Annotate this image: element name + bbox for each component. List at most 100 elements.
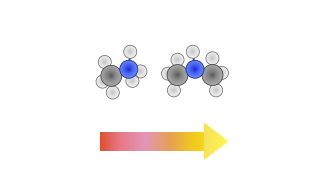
Circle shape: [166, 71, 170, 76]
Circle shape: [220, 71, 224, 75]
Polygon shape: [217, 132, 218, 150]
Circle shape: [120, 60, 137, 78]
Circle shape: [186, 45, 199, 58]
Circle shape: [187, 46, 199, 58]
Circle shape: [188, 47, 197, 56]
Circle shape: [135, 67, 145, 76]
Circle shape: [163, 68, 173, 78]
Circle shape: [175, 72, 180, 77]
Circle shape: [162, 67, 174, 80]
Polygon shape: [211, 128, 212, 154]
Circle shape: [186, 46, 199, 58]
Polygon shape: [203, 132, 204, 151]
Circle shape: [121, 61, 136, 77]
Circle shape: [190, 65, 199, 73]
Circle shape: [97, 77, 107, 86]
Circle shape: [176, 59, 178, 61]
Polygon shape: [140, 132, 141, 151]
Polygon shape: [224, 138, 225, 145]
Circle shape: [173, 55, 181, 64]
Circle shape: [165, 70, 171, 77]
Polygon shape: [125, 132, 126, 151]
Circle shape: [170, 67, 184, 82]
Circle shape: [189, 48, 196, 55]
Circle shape: [139, 70, 142, 72]
Circle shape: [190, 49, 195, 54]
Circle shape: [127, 76, 137, 86]
Circle shape: [134, 65, 147, 78]
Circle shape: [215, 89, 217, 91]
Circle shape: [103, 60, 107, 64]
Circle shape: [187, 61, 202, 77]
Circle shape: [96, 75, 109, 88]
Polygon shape: [142, 132, 143, 151]
Polygon shape: [102, 132, 103, 151]
Polygon shape: [151, 132, 152, 151]
Circle shape: [100, 57, 110, 67]
Circle shape: [212, 86, 219, 94]
Circle shape: [107, 86, 119, 99]
Circle shape: [170, 68, 184, 81]
Circle shape: [162, 68, 173, 79]
Circle shape: [128, 77, 136, 85]
Circle shape: [104, 68, 118, 82]
Polygon shape: [179, 132, 180, 151]
Circle shape: [102, 60, 107, 64]
Circle shape: [107, 87, 118, 98]
Polygon shape: [146, 132, 147, 151]
Circle shape: [127, 75, 138, 86]
Polygon shape: [111, 132, 112, 151]
Circle shape: [220, 71, 224, 74]
Circle shape: [127, 67, 131, 71]
Circle shape: [130, 79, 134, 83]
Circle shape: [216, 67, 227, 78]
Circle shape: [214, 88, 218, 92]
Circle shape: [106, 70, 116, 81]
Circle shape: [172, 55, 182, 64]
Circle shape: [171, 69, 183, 81]
Circle shape: [211, 57, 213, 59]
Circle shape: [172, 89, 175, 92]
Circle shape: [171, 88, 176, 92]
Circle shape: [138, 69, 142, 73]
Polygon shape: [216, 132, 217, 151]
Circle shape: [111, 91, 114, 94]
Circle shape: [208, 71, 216, 78]
Polygon shape: [164, 132, 165, 151]
Polygon shape: [200, 132, 201, 151]
Polygon shape: [162, 132, 163, 151]
Circle shape: [210, 56, 215, 60]
Circle shape: [204, 67, 220, 82]
Polygon shape: [226, 140, 227, 143]
Polygon shape: [112, 132, 113, 151]
Circle shape: [138, 69, 142, 74]
Circle shape: [106, 71, 115, 80]
Polygon shape: [169, 132, 170, 151]
Circle shape: [122, 62, 135, 76]
Circle shape: [101, 58, 108, 65]
Circle shape: [120, 60, 138, 78]
Polygon shape: [222, 136, 223, 146]
Circle shape: [187, 46, 198, 57]
Polygon shape: [194, 132, 195, 151]
Circle shape: [110, 90, 115, 94]
Polygon shape: [197, 132, 198, 151]
Circle shape: [187, 61, 203, 77]
Circle shape: [110, 90, 115, 95]
Polygon shape: [126, 132, 127, 151]
Circle shape: [217, 68, 226, 77]
Polygon shape: [204, 123, 205, 160]
Circle shape: [107, 87, 118, 98]
Polygon shape: [156, 132, 157, 151]
Circle shape: [102, 59, 107, 64]
Polygon shape: [187, 132, 188, 151]
Circle shape: [202, 65, 222, 85]
Polygon shape: [202, 132, 203, 151]
Polygon shape: [165, 132, 166, 151]
Circle shape: [218, 69, 225, 76]
Polygon shape: [199, 132, 200, 151]
Circle shape: [164, 69, 172, 77]
Circle shape: [106, 86, 119, 99]
Circle shape: [162, 67, 174, 80]
Polygon shape: [175, 132, 176, 151]
